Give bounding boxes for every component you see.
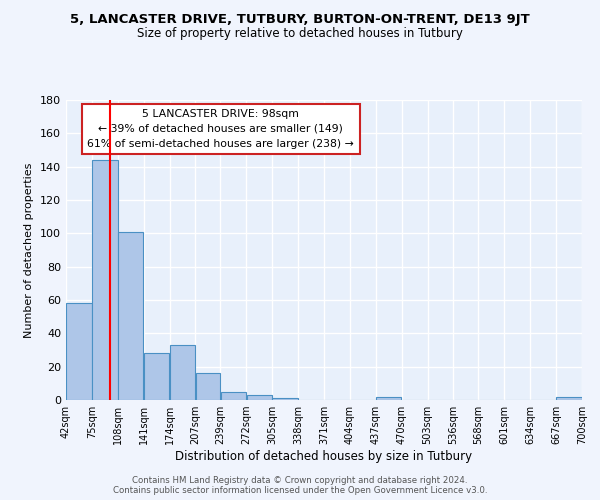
Bar (170, 345, 195, 400)
Text: 5, LANCASTER DRIVE, TUTBURY, BURTON-ON-TRENT, DE13 9JT: 5, LANCASTER DRIVE, TUTBURY, BURTON-ON-T… (70, 12, 530, 26)
Text: 5 LANCASTER DRIVE: 98sqm
← 39% of detached houses are smaller (149)
61% of semi-: 5 LANCASTER DRIVE: 98sqm ← 39% of detach… (88, 109, 354, 148)
Bar (272, 398, 298, 400)
Text: Size of property relative to detached houses in Tutbury: Size of property relative to detached ho… (137, 28, 463, 40)
Y-axis label: Number of detached properties: Number of detached properties (25, 162, 34, 338)
Bar (144, 354, 169, 400)
Bar (247, 395, 272, 400)
Bar (196, 374, 220, 400)
Bar (118, 232, 143, 400)
Bar (66, 304, 92, 400)
X-axis label: Distribution of detached houses by size in Tutbury: Distribution of detached houses by size … (175, 450, 473, 463)
Text: Contains public sector information licensed under the Open Government Licence v3: Contains public sector information licen… (113, 486, 487, 495)
Text: Contains HM Land Registry data © Crown copyright and database right 2024.: Contains HM Land Registry data © Crown c… (132, 476, 468, 485)
Bar (221, 392, 246, 400)
Bar (376, 396, 401, 400)
Bar (556, 396, 582, 400)
Bar (92, 160, 118, 400)
